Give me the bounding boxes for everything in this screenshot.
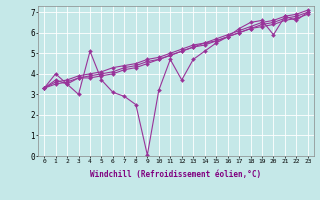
- X-axis label: Windchill (Refroidissement éolien,°C): Windchill (Refroidissement éolien,°C): [91, 170, 261, 179]
